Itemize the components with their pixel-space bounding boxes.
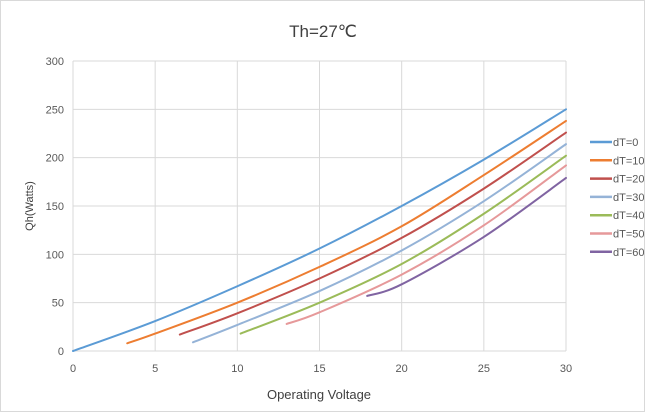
legend-item-dt-50: dT=50 <box>590 229 644 241</box>
legend-label: dT=0 <box>613 137 638 149</box>
legend-item-dt-60: dT=60 <box>590 247 644 259</box>
x-tick-label: 15 <box>313 363 325 375</box>
legend-item-dt-0: dT=0 <box>590 137 638 149</box>
y-tick-label: 200 <box>46 153 64 165</box>
series-line-dt-50 <box>285 164 567 325</box>
legend-label: dT=40 <box>613 210 644 222</box>
x-tick-label: 5 <box>152 363 158 375</box>
y-tick-label: 300 <box>46 56 64 68</box>
grid-lines <box>72 60 567 352</box>
series-line-dt-60 <box>366 176 567 297</box>
x-tick-label: 20 <box>396 363 408 375</box>
series-line-dt-20 <box>178 131 567 336</box>
y-tick-label: 250 <box>46 104 64 116</box>
legend-item-dt-40: dT=40 <box>590 210 644 222</box>
x-axis-title: Operating Voltage <box>267 387 371 402</box>
y-axis-title: Qh(Watts) <box>24 181 36 231</box>
series-line-dt-10 <box>126 119 567 345</box>
x-tick-label: 25 <box>478 363 490 375</box>
y-tick-label: 0 <box>58 346 64 358</box>
legend: dT=0 dT=10 dT=20 dT=30 dT=40 dT=50 dT=60 <box>590 137 644 259</box>
y-tick-label: 100 <box>46 249 64 261</box>
legend-label: dT=60 <box>613 247 644 259</box>
chart-title: Th=27℃ <box>289 22 357 41</box>
series-line-dt-0 <box>72 108 567 352</box>
legend-label: dT=50 <box>613 229 644 241</box>
x-tick-label: 0 <box>70 363 76 375</box>
y-tick-label: 150 <box>46 201 64 213</box>
legend-label: dT=20 <box>613 174 644 186</box>
series-line-dt-40 <box>239 154 567 335</box>
legend-item-dt-30: dT=30 <box>590 192 644 204</box>
legend-item-dt-10: dT=10 <box>590 155 644 167</box>
x-tick-label: 10 <box>231 363 243 375</box>
series-lines <box>72 108 567 352</box>
legend-label: dT=30 <box>613 192 644 204</box>
x-tick-label: 30 <box>560 363 572 375</box>
legend-item-dt-20: dT=20 <box>590 174 644 186</box>
legend-label: dT=10 <box>613 155 644 167</box>
series-line-dt-30 <box>191 143 567 344</box>
y-tick-label: 50 <box>52 298 64 310</box>
